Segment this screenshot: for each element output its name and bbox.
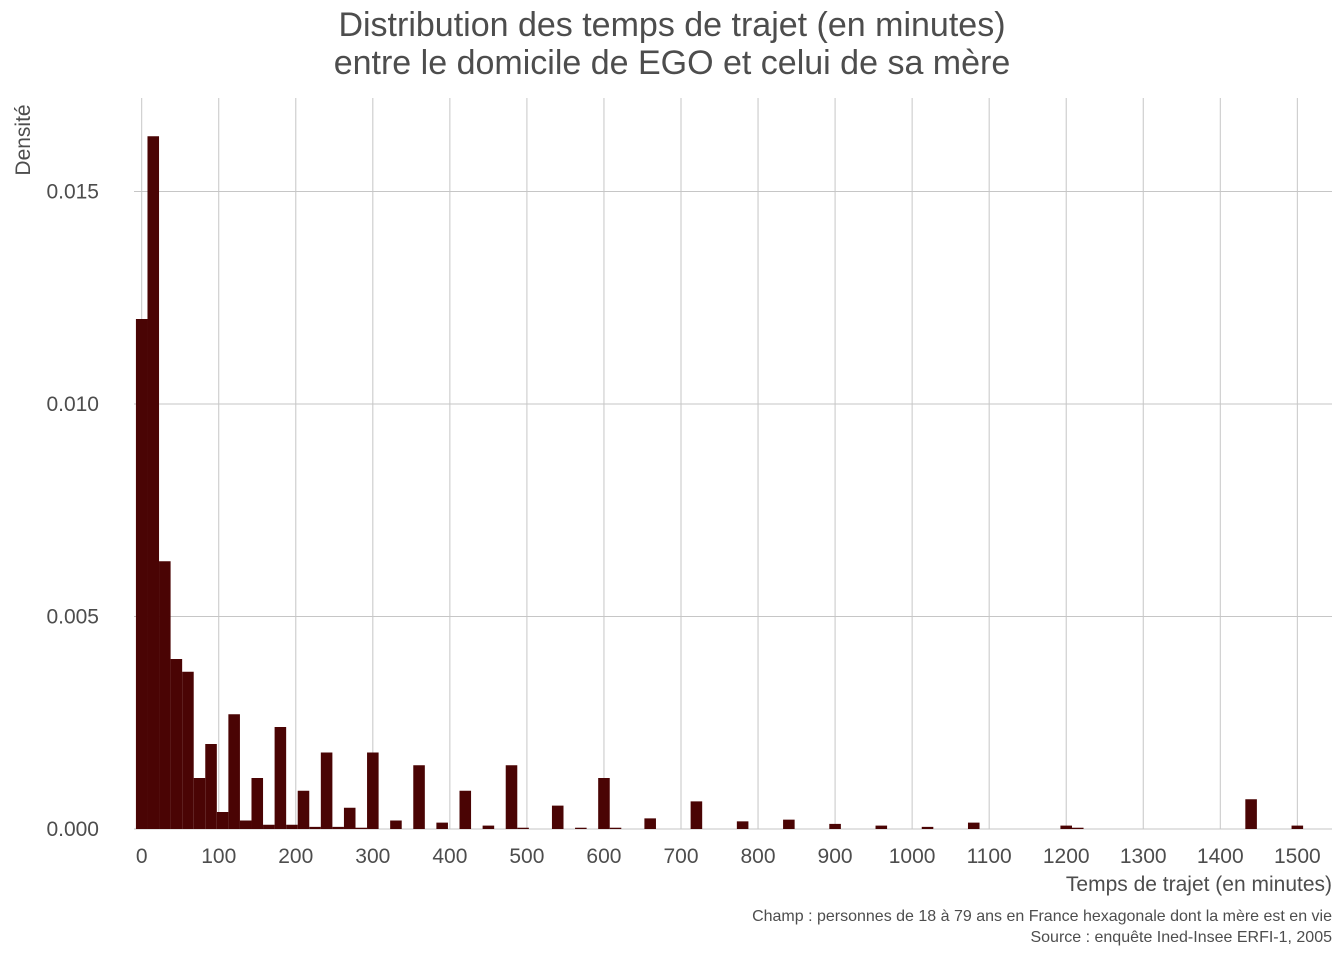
x-tick-label: 600: [586, 845, 621, 868]
histogram-bar: [575, 827, 587, 829]
y-tick-label: 0.005: [46, 606, 99, 629]
x-tick-label: 200: [278, 845, 313, 868]
histogram-bar: [413, 765, 425, 829]
histogram-bar: [274, 727, 287, 829]
x-tick-label: 500: [509, 845, 544, 868]
x-tick-label: 1200: [1043, 845, 1090, 868]
histogram-bar: [598, 778, 610, 829]
x-tick-label: 400: [432, 845, 467, 868]
histogram-bar: [355, 827, 368, 829]
x-tick-label: 100: [201, 845, 236, 868]
caption-line-source: Source : enquête Ined-Insee ERFI-1, 2005: [1030, 929, 1332, 946]
histogram-bar: [1071, 827, 1084, 829]
histogram-bar: [967, 822, 980, 829]
histogram-bar: [216, 812, 229, 829]
histogram-bar: [228, 714, 240, 829]
histogram-bars: [135, 136, 1304, 829]
histogram-bar: [609, 827, 622, 829]
histogram-bar: [286, 824, 298, 829]
histogram-bar: [193, 778, 206, 829]
histogram-bar: [390, 820, 402, 829]
histogram-bar: [875, 825, 888, 829]
x-tick-label: 0: [136, 845, 148, 868]
histogram-bar: [482, 825, 495, 829]
histogram-bar: [551, 805, 564, 829]
x-tick-label: 900: [818, 845, 853, 868]
y-tick-label: 0.015: [46, 181, 99, 204]
x-tick-label: 1000: [889, 845, 936, 868]
x-tick-label: 1100: [967, 845, 1012, 868]
x-axis-label: Temps de trajet (en minutes): [1066, 873, 1332, 896]
histogram-bar: [436, 822, 448, 829]
histogram-bar: [367, 752, 379, 829]
histogram-bar: [147, 136, 160, 829]
y-tick-label: 0.010: [46, 393, 99, 416]
histogram-bar: [644, 818, 656, 829]
x-tick-label: 700: [663, 845, 698, 868]
histogram-bar: [505, 765, 518, 829]
chart-title-line-2: entre le domicile de EGO et celui de sa …: [333, 44, 1011, 82]
histogram-bar: [205, 744, 217, 829]
histogram-bar: [332, 826, 344, 829]
histogram-bar: [309, 826, 321, 829]
histogram-bar: [297, 790, 310, 829]
histogram-bar: [459, 790, 472, 829]
axis-tick-labels: 0 100 200 300 400 500 600 700 800 900 1000 1100 1200…: [46, 181, 1320, 869]
histogram-bar: [135, 319, 148, 829]
y-axis-label: Densité: [12, 104, 35, 175]
histogram-bar: [517, 827, 529, 829]
histogram-bar: [239, 820, 252, 829]
histogram-bar: [1291, 825, 1304, 829]
x-tick-label: 800: [741, 845, 776, 868]
histogram-bar: [263, 824, 275, 829]
chart-title: Distribution des temps de trajet (en min…: [0, 6, 1344, 82]
chart-caption: Champ : personnes de 18 à 79 ans en Fran…: [752, 906, 1332, 948]
histogram-bar: [170, 659, 183, 829]
caption-line-champ: Champ : personnes de 18 à 79 ans en Fran…: [752, 908, 1332, 925]
histogram-bar: [690, 801, 703, 829]
histogram-bar: [182, 671, 194, 829]
x-tick-label: 1500: [1274, 845, 1321, 868]
x-tick-label: 1300: [1120, 845, 1167, 868]
histogram-bar: [343, 807, 356, 829]
histogram-bar: [921, 826, 934, 829]
histogram-bar: [829, 823, 841, 829]
histogram-bar: [1060, 825, 1072, 829]
histogram-bar: [1245, 799, 1257, 829]
chart-title-line-1: Distribution des temps de trajet (en min…: [338, 6, 1006, 44]
histogram-bar: [783, 819, 795, 829]
histogram-bar: [320, 752, 333, 829]
histogram-bar: [159, 561, 171, 829]
histogram-bar: [736, 821, 749, 829]
x-tick-label: 1400: [1197, 845, 1244, 868]
x-tick-label: 300: [355, 845, 390, 868]
histogram-bar: [251, 778, 264, 829]
y-tick-label: 0.000: [46, 818, 99, 841]
grid-lines: [134, 98, 1332, 830]
